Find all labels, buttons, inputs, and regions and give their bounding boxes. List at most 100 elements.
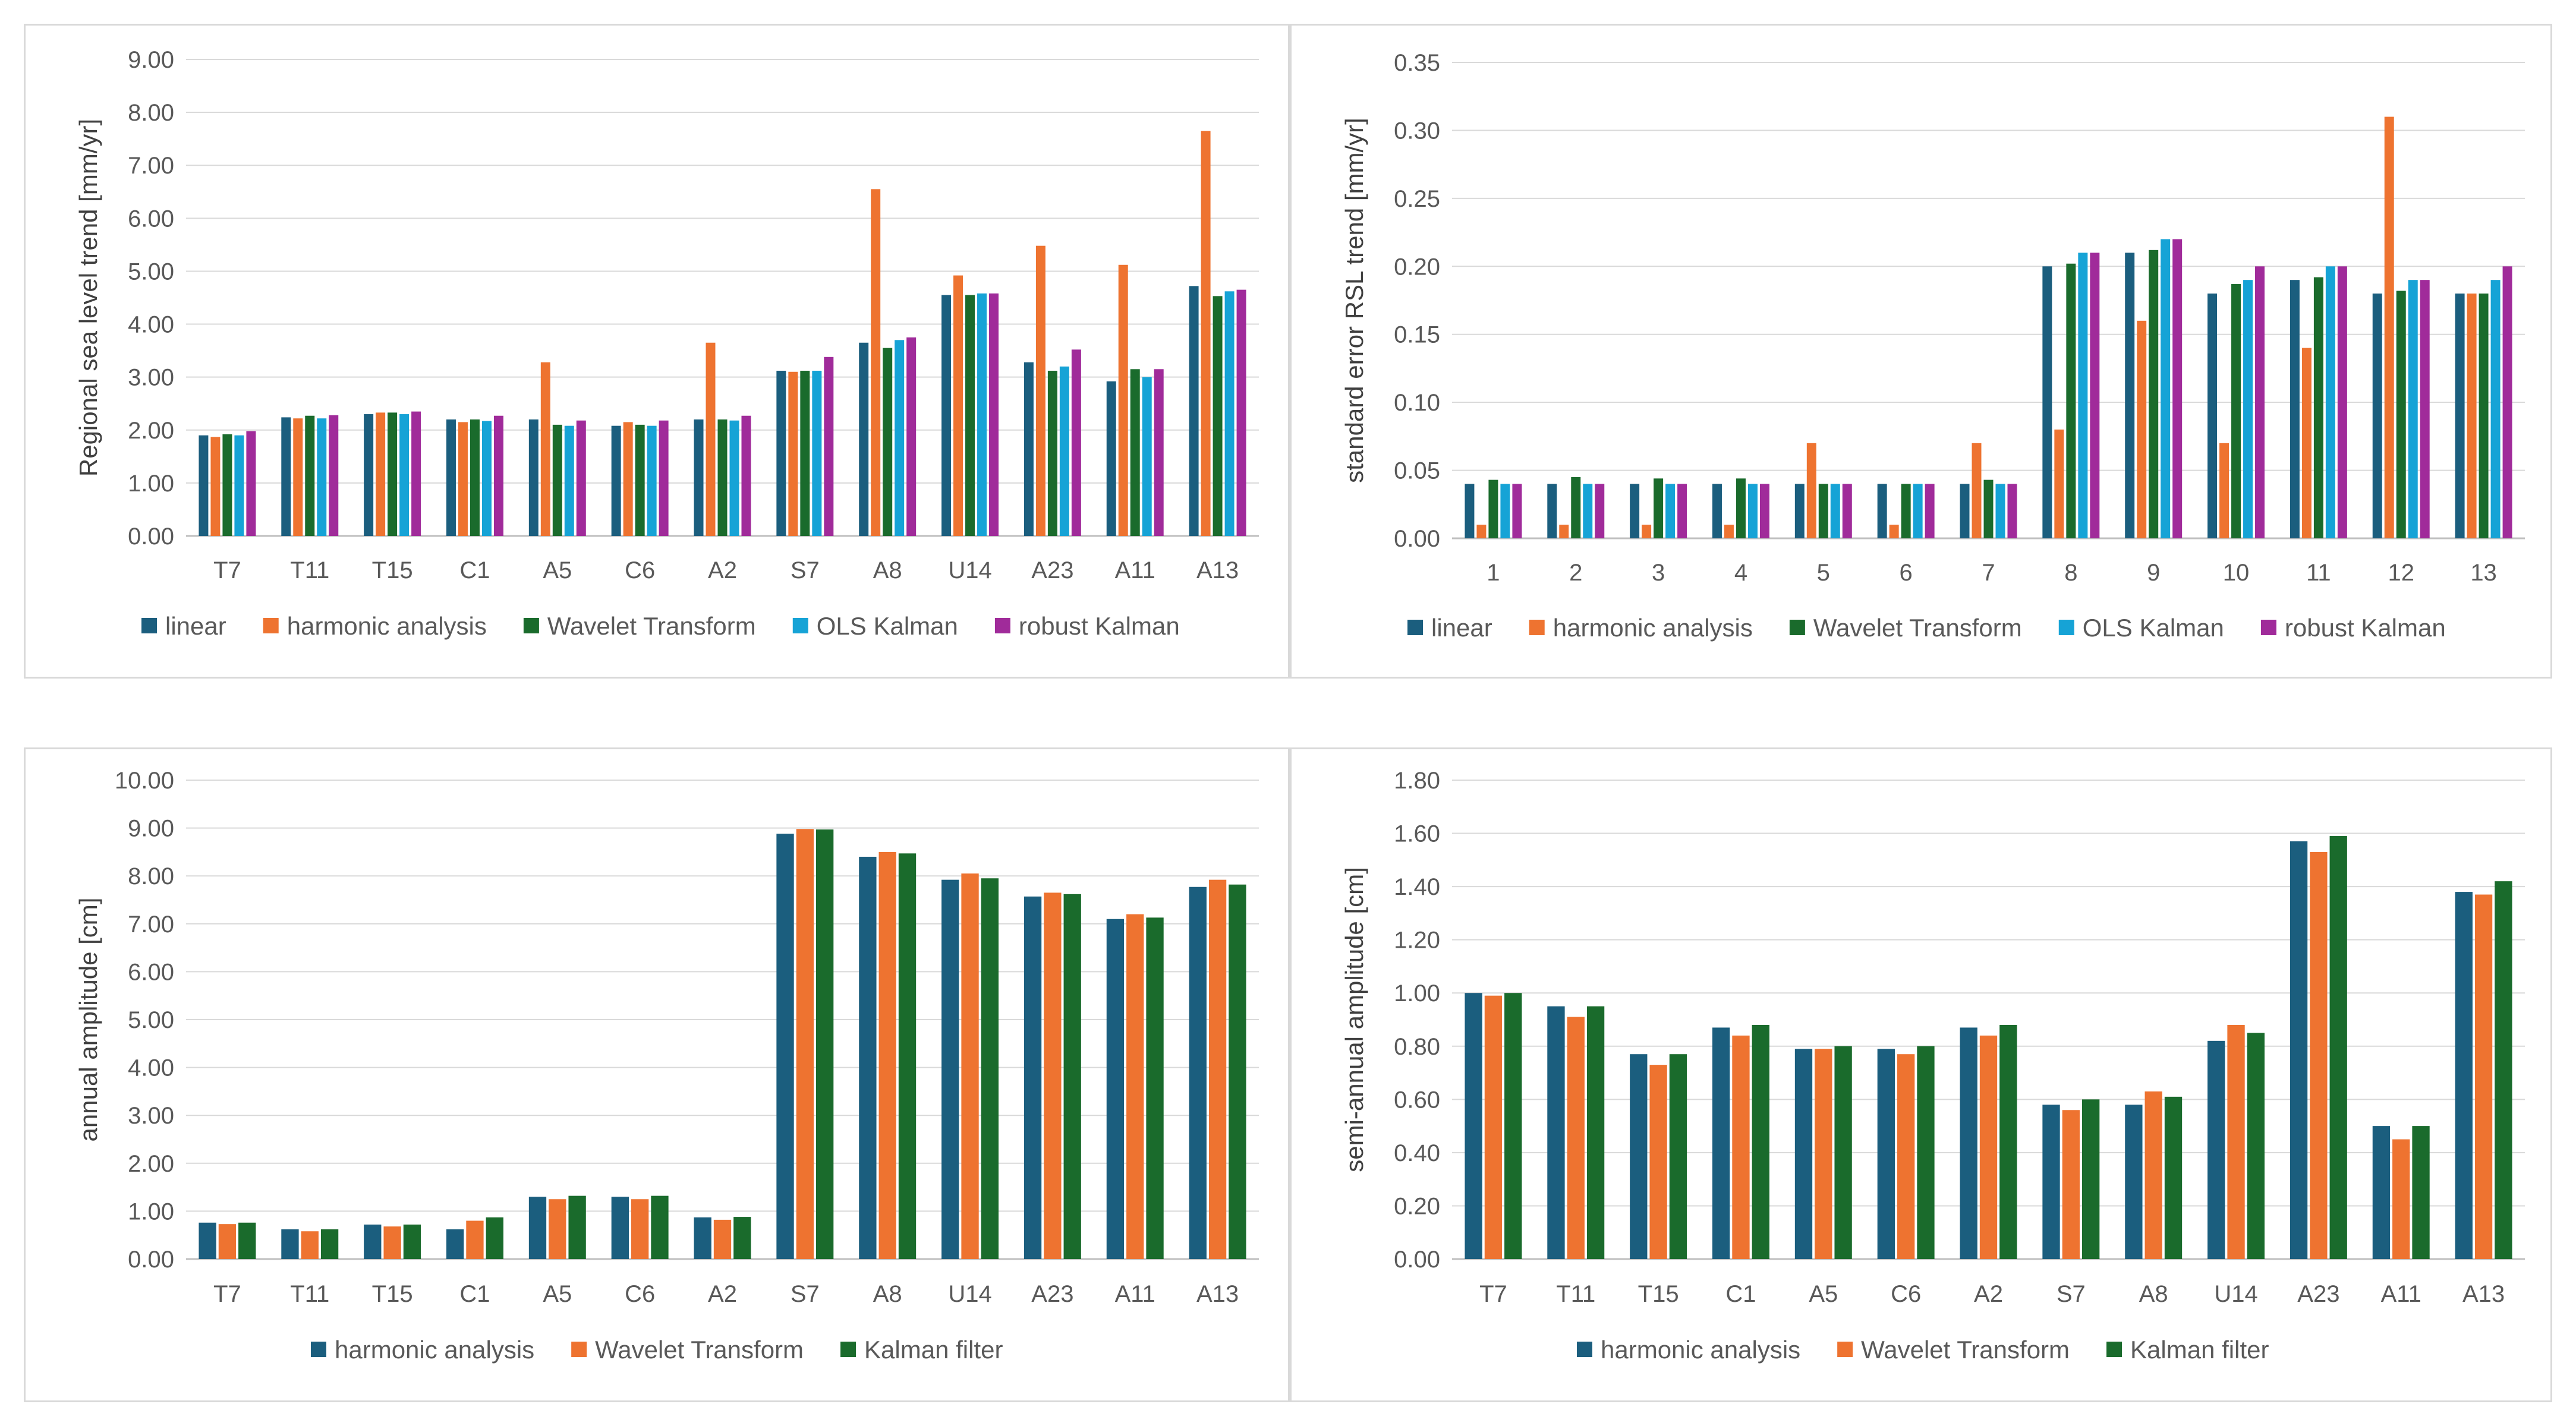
bar-kalman-filter-c6 (1917, 1046, 1935, 1259)
x-tick-label: A5 (543, 557, 572, 583)
bar-linear-10 (2207, 294, 2218, 538)
y-tick-label: 0.10 (1394, 390, 1440, 416)
x-tick-label: 13 (2470, 560, 2497, 586)
bar-harmonic-analysis-t7 (1465, 993, 1482, 1259)
y-axis-title: semi-annual amplitude [cm] (1340, 867, 1368, 1172)
bar-wavelet-transform-8 (2066, 263, 2076, 538)
bar-robust-kalman-c1 (493, 415, 503, 536)
bar-wavelet-transform-t7 (218, 1224, 237, 1259)
x-tick-label: U14 (948, 557, 991, 583)
x-tick-label: 8 (2064, 560, 2077, 586)
chart-svg-3: 0.00 0.20 0.40 0.60 0.80 1.00 1.20 1.40 1.60 1.80… (1340, 768, 2525, 1364)
x-tick-label: T15 (372, 557, 413, 583)
bar-wavelet-transform-c6 (631, 1199, 649, 1259)
x-tick-label: 12 (2388, 560, 2414, 586)
bar-robust-kalman-t11 (329, 415, 339, 536)
y-tick-label: 9.00 (128, 47, 174, 73)
y-tick-label: 1.00 (128, 1198, 174, 1225)
y-tick-label: 0.00 (128, 1247, 174, 1273)
bar-harmonic-analysis-c6 (623, 422, 633, 536)
bar-wavelet-transform-u14 (2227, 1024, 2245, 1259)
legend-label-robust-kalman: robust Kalman (2285, 614, 2446, 642)
bar-harmonic-analysis-t7 (210, 437, 221, 536)
legend-swatch-ols-kalman (792, 618, 808, 633)
bar-kalman-filter-a13 (2495, 881, 2512, 1259)
bar-harmonic-analysis-t11 (1547, 1006, 1565, 1259)
legend-swatch-harmonic-analysis (263, 618, 279, 633)
bar-robust-kalman-a11 (1154, 369, 1164, 536)
bar-robust-kalman-10 (2255, 266, 2265, 538)
bar-linear-t15 (364, 414, 374, 536)
legend-swatch-wavelet-transform (571, 1342, 587, 1357)
legend-label-kalman-filter: Kalman filter (864, 1336, 1003, 1364)
x-tick-label: A23 (2297, 1281, 2339, 1307)
bar-ols-kalman-10 (2243, 280, 2253, 538)
bar-harmonic-analysis-a11 (1118, 264, 1128, 536)
y-tick-label: 0.25 (1394, 186, 1440, 212)
bar-wavelet-transform-c1 (466, 1220, 484, 1259)
bar-wavelet-transform-a13 (2474, 894, 2493, 1259)
x-tick-label: T11 (290, 557, 329, 583)
bar-wavelet-transform-t15 (383, 1226, 401, 1259)
x-tick-label: A8 (873, 1281, 902, 1307)
bar-linear-3 (1630, 484, 1640, 538)
y-tick-label: 4.00 (128, 1055, 174, 1081)
bar-harmonic-analysis-c1 (1712, 1027, 1730, 1259)
bar-wavelet-transform-9 (2149, 250, 2159, 538)
y-tick-label: 10.00 (115, 768, 174, 794)
bar-wavelet-transform-a13 (1208, 879, 1227, 1259)
x-tick-label: T7 (1479, 1281, 1507, 1307)
chart-svg-2: 0.00 1.00 2.00 3.00 4.00 5.00 6.00 7.00 8.00 9.00… (74, 768, 1259, 1364)
x-tick-label: A8 (873, 557, 902, 583)
chart-svg-0: 0.00 1.00 2.00 3.00 4.00 5.00 6.00 7.00 8.00 9.00… (74, 47, 1259, 640)
x-tick-label: A5 (1809, 1281, 1838, 1307)
bar-harmonic-analysis-3 (1642, 525, 1652, 538)
y-tick-label: 7.00 (128, 911, 174, 938)
bar-harmonic-analysis-a5 (540, 362, 550, 536)
y-tick-label: 0.05 (1394, 458, 1440, 484)
bar-harmonic-analysis-t11 (281, 1229, 299, 1259)
y-tick-label: 0.35 (1394, 50, 1440, 76)
bar-harmonic-analysis-u14 (941, 879, 959, 1259)
bar-wavelet-transform-a13 (1213, 296, 1223, 536)
y-tick-label: 5.00 (128, 1007, 174, 1033)
legend-label-wavelet-transform: Wavelet Transform (547, 612, 756, 640)
bar-ols-kalman-11 (2325, 266, 2335, 538)
legend-label-ols-kalman: OLS Kalman (817, 612, 958, 640)
bar-robust-kalman-t7 (246, 431, 256, 536)
chart-panel-standard-error: 0.00 0.05 0.10 0.15 0.20 0.25 0.30 0.35 standard… (1290, 24, 2552, 679)
bar-harmonic-analysis-a2 (694, 1217, 711, 1259)
bar-kalman-filter-c1 (1752, 1024, 1769, 1259)
bar-harmonic-analysis-a11 (2372, 1126, 2391, 1259)
legend-label-harmonic-analysis: harmonic analysis (335, 1336, 534, 1364)
bar-ols-kalman-s7 (812, 370, 822, 536)
x-tick-label: U14 (2214, 1281, 2257, 1307)
bar-harmonic-analysis-1 (1476, 525, 1487, 538)
bar-linear-a11 (1106, 381, 1116, 536)
x-tick-label: A13 (2462, 1281, 2505, 1307)
bar-harmonic-analysis-c1 (458, 422, 468, 536)
y-axis-title: Regional sea level trend [mm/yr] (74, 119, 102, 477)
bar-wavelet-transform-c6 (1897, 1054, 1915, 1259)
bar-wavelet-transform-3 (1654, 478, 1664, 538)
bar-harmonic-analysis-a5 (1794, 1049, 1813, 1259)
bar-wavelet-transform-c1 (1732, 1035, 1750, 1259)
y-tick-label: 4.00 (128, 312, 174, 338)
bar-linear-t7 (199, 435, 209, 536)
x-tick-label: S7 (791, 1281, 820, 1307)
bar-linear-s7 (776, 370, 786, 536)
legend-swatch-harmonic-analysis (311, 1342, 326, 1357)
legend-label-ols-kalman: OLS Kalman (2083, 614, 2224, 642)
legend-label-linear: linear (165, 612, 226, 640)
bar-robust-kalman-a23 (1071, 349, 1081, 536)
bar-wavelet-transform-a23 (1044, 892, 1062, 1259)
legend-swatch-kalman-filter (840, 1342, 856, 1357)
bar-ols-kalman-8 (2078, 253, 2088, 538)
bar-kalman-filter-s7 (816, 829, 834, 1259)
bar-ols-kalman-a13 (1224, 291, 1235, 536)
bar-linear-5 (1794, 484, 1805, 538)
bar-wavelet-transform-13 (2479, 294, 2489, 538)
bar-robust-kalman-1 (1512, 484, 1522, 538)
legend-swatch-robust-kalman (994, 618, 1010, 633)
bar-linear-1 (1465, 484, 1475, 538)
